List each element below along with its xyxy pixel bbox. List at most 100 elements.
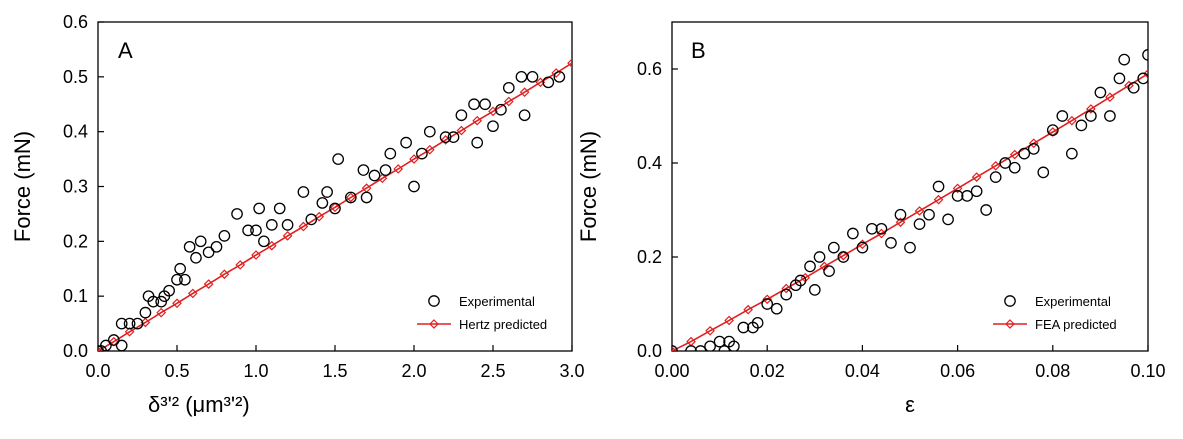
series-line-predicted: [98, 62, 572, 351]
experimental-point: [408, 180, 420, 193]
experimental-point: [305, 213, 318, 226]
predicted-point: [1066, 115, 1077, 126]
y-tick-label: 0.2: [637, 247, 662, 267]
predicted-point: [409, 154, 419, 164]
plot-area: [672, 49, 1148, 351]
experimental-point: [202, 246, 215, 259]
experimental-point: [218, 230, 231, 242]
experimental-point: [174, 262, 187, 275]
experimental-point: [147, 295, 160, 308]
predicted-point: [724, 315, 734, 326]
predicted-point: [876, 228, 887, 239]
experimental-point: [718, 345, 731, 351]
x-tick-label: 0.0: [85, 361, 110, 381]
experimental-point: [123, 317, 136, 330]
experimental-point: [704, 340, 716, 351]
predicted-point: [990, 160, 1001, 171]
y-tick-label: 0.6: [637, 59, 662, 79]
experimental-point: [1137, 72, 1148, 85]
experimental-point: [961, 190, 973, 202]
experimental-point: [942, 213, 954, 226]
experimental-point: [542, 76, 555, 89]
chart-panel-a: 0.0 0.5 1.0 1.5 2.0 2.5 3.0 0.0 0.1 0.2 0.3 0.4 0.5 0…: [10, 12, 585, 417]
x-tick-label: 0.08: [1035, 361, 1070, 381]
experimental-point: [344, 191, 357, 204]
experimental-point: [231, 208, 243, 220]
experimental-point: [332, 153, 345, 165]
experimental-point: [780, 288, 793, 301]
experimental-point: [827, 241, 840, 254]
predicted-point: [314, 211, 325, 222]
chart-panel-b: 0.00 0.02 0.04 0.06 0.08 0.10 0.0 0.2 0.4 0.6 ε For…: [576, 21, 1166, 417]
legend-marker-experimental: [1004, 295, 1016, 307]
x-tick-label: 1.5: [322, 361, 347, 381]
predicted-point: [705, 325, 715, 336]
panel-label: A: [118, 38, 133, 63]
experimental-point: [713, 335, 726, 348]
legend-label: Hertz predicted: [459, 317, 547, 332]
y-tick-label: 0.0: [63, 341, 88, 361]
predicted-point: [235, 260, 246, 270]
experimental-point: [1008, 161, 1021, 174]
experimental-point: [951, 190, 964, 202]
experimental-point: [1094, 86, 1107, 99]
legend: Experimental Hertz predicted: [417, 294, 547, 332]
predicted-point: [298, 221, 309, 232]
predicted-point: [393, 164, 404, 174]
experimental-point: [1104, 110, 1116, 122]
x-tick-label: 2.5: [480, 361, 505, 381]
x-tick-label: 0.04: [845, 361, 880, 381]
experimental-point: [495, 103, 507, 116]
x-tick-label: 2.0: [401, 361, 426, 381]
predicted-point: [251, 250, 261, 260]
y-axis-title: Force (mN): [10, 131, 35, 242]
predicted-point: [1028, 138, 1039, 149]
experimental-point: [856, 241, 869, 254]
experimental-point: [265, 219, 278, 231]
y-tick-label: 0.5: [63, 67, 88, 87]
experimental-point: [980, 204, 993, 216]
experimental-point: [360, 191, 373, 204]
predicted-point: [762, 294, 773, 305]
experimental-point: [847, 227, 859, 240]
legend-label: Experimental: [1035, 294, 1111, 309]
experimental-point: [329, 202, 341, 215]
experimental-point: [808, 284, 821, 296]
x-tick-label: 3.0: [559, 361, 584, 381]
experimental-point: [139, 306, 152, 319]
experimental-point: [1085, 110, 1097, 122]
legend-marker-predicted: [1005, 319, 1015, 329]
x-tick-label: 0.06: [940, 361, 975, 381]
predicted-point: [743, 304, 754, 315]
legend: Experimental FEA predicted: [993, 294, 1117, 332]
plot-area: [98, 58, 572, 351]
x-tick-label: 0.10: [1130, 361, 1165, 381]
experimental-point: [794, 274, 807, 287]
experimental-point: [250, 224, 262, 237]
experimental-point: [999, 157, 1012, 169]
experimental-point: [115, 339, 128, 351]
experimental-point: [761, 298, 774, 310]
predicted-point: [124, 326, 135, 337]
experimental-point: [107, 334, 120, 346]
experimental-point: [875, 222, 888, 235]
experimental-point: [471, 136, 484, 149]
x-tick-label: 0.00: [654, 361, 689, 381]
experimental-point: [913, 218, 926, 230]
experimental-point: [823, 265, 835, 277]
experimental-point: [379, 164, 392, 176]
predicted-point: [1009, 149, 1020, 160]
experimental-point: [1113, 72, 1126, 85]
experimental-point: [316, 197, 329, 209]
y-tick-label: 0.3: [63, 177, 88, 197]
experimental-point: [1142, 49, 1148, 61]
experimental-point: [210, 240, 223, 253]
predicted-point: [345, 192, 356, 203]
experimental-point: [728, 340, 740, 351]
predicted-point: [838, 250, 849, 261]
predicted-point: [933, 194, 944, 205]
y-axis-title: Force (mN): [576, 131, 601, 242]
experimental-point: [98, 345, 104, 351]
x-tick-label: 1.0: [243, 361, 268, 381]
